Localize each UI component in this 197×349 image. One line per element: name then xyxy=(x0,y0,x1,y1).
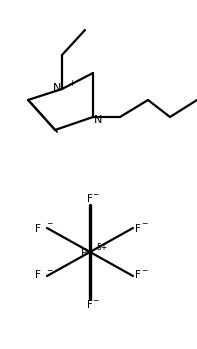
Text: N: N xyxy=(53,83,61,93)
Text: F: F xyxy=(135,224,141,234)
Text: −: − xyxy=(92,191,98,200)
Text: −: − xyxy=(141,267,147,275)
Text: N: N xyxy=(94,115,102,125)
Text: +: + xyxy=(68,80,75,89)
Text: F: F xyxy=(87,300,93,310)
Text: −: − xyxy=(46,220,52,229)
Text: −: − xyxy=(141,220,147,229)
Text: F: F xyxy=(35,224,41,234)
Text: −: − xyxy=(92,297,98,305)
Text: 5+: 5+ xyxy=(96,243,107,252)
Text: F: F xyxy=(35,270,41,280)
Text: F: F xyxy=(135,270,141,280)
Text: P: P xyxy=(81,248,88,258)
Text: F: F xyxy=(87,194,93,204)
Text: −: − xyxy=(46,267,52,275)
